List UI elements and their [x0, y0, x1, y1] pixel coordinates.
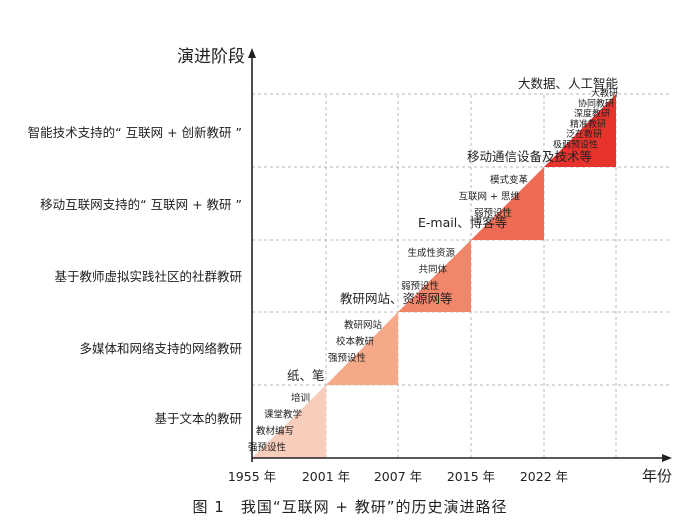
stage-feature: 校本教研 — [336, 336, 375, 348]
stage-top-note: 移动通信设备及技术等 — [467, 149, 592, 164]
stage-feature: 模式变革 — [490, 174, 529, 186]
stage-feature: 大教研 — [591, 87, 618, 99]
year-tick-label: 1955 年 — [228, 469, 276, 484]
stage-top-note: 大数据、人工智能 — [518, 76, 619, 91]
stage-triangle — [471, 167, 544, 240]
y-axis-arrow-icon — [248, 48, 256, 58]
stage-feature: 生成性资源 — [407, 247, 455, 259]
stage-feature: 培训 — [291, 392, 310, 404]
stage-features: 培训课堂教学教材编写强预设性教研网站校本教研强预设性生成性资源共同体弱预设性模式… — [248, 87, 618, 454]
stage-feature: 深度教研 — [574, 108, 610, 120]
stage-label: 基于文本的教研 — [154, 411, 242, 426]
stage-feature: 强预设性 — [248, 442, 287, 454]
stage-label: 基于教师虚拟实践社区的社群教研 — [54, 269, 242, 284]
stage-triangle — [544, 94, 616, 167]
stage-feature: 共同体 — [418, 264, 447, 276]
stage-feature: 弱预设性 — [401, 280, 440, 292]
stage-label: 移动互联网支持的“ 互联网 + 教研 ” — [40, 197, 242, 212]
stage-top-note: 教研网站、资源网等 — [340, 291, 453, 306]
x-axis-title: 年份 — [642, 467, 672, 485]
stage-top-note: E-mail、博客等 — [418, 215, 507, 230]
axes: 演进阶段 年份 — [177, 47, 672, 485]
stage-triangles — [252, 94, 616, 458]
stage-feature: 强预设性 — [328, 352, 367, 364]
year-tick-label: 2022 年 — [520, 469, 568, 484]
year-tick-label: 2015 年 — [447, 469, 495, 484]
year-tick-label: 2001 年 — [302, 469, 350, 484]
stage-feature: 协同教研 — [578, 97, 614, 109]
stage-label: 智能技术支持的“ 互联网 + 创新教研 ” — [28, 125, 242, 140]
stage-label: 多媒体和网络支持的网络教研 — [79, 341, 242, 356]
stage-notes: 纸、笔 教研网站、资源网等 E-mail、博客等 移动通信设备及技术等 大数据、人工智能 — [287, 76, 619, 383]
y-axis-title: 演进阶段 — [177, 47, 245, 67]
stage-feature: 弱预设性 — [474, 207, 513, 219]
stage-triangle — [398, 240, 471, 312]
x-axis-arrow-icon — [662, 454, 672, 462]
stage-feature: 教研网站 — [344, 319, 383, 331]
stage-triangle — [252, 385, 326, 458]
stage-feature: 互联网 + 思维 — [459, 191, 521, 203]
stage-top-note: 纸、笔 — [287, 368, 325, 383]
stage-feature: 精准教研 — [570, 118, 606, 130]
stage-feature: 教材编写 — [256, 425, 294, 437]
year-tick-label: 2007 年 — [374, 469, 422, 484]
stage-feature: 课堂教学 — [264, 409, 302, 421]
stage-labels: 基于文本的教研 多媒体和网络支持的网络教研 基于教师虚拟实践社区的社群教研 移动互联网… — [28, 125, 242, 426]
figure-caption: 图 1 我国“互联网 + 教研”的历史演进路径 — [192, 498, 508, 516]
stage-feature: 泛在教研 — [566, 128, 602, 140]
stage-feature: 极弱预设性 — [553, 139, 598, 151]
stage-triangle — [326, 312, 398, 385]
year-ticks: 1955 年 2001 年 2007 年 2015 年 2022 年 — [228, 469, 568, 484]
